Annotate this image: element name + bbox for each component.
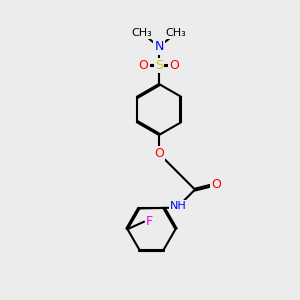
Text: O: O bbox=[212, 178, 221, 191]
Text: S: S bbox=[155, 59, 163, 72]
Text: O: O bbox=[170, 59, 179, 72]
Text: N: N bbox=[154, 40, 164, 53]
Text: F: F bbox=[146, 215, 153, 228]
Text: O: O bbox=[154, 147, 164, 160]
Text: CH₃: CH₃ bbox=[131, 28, 152, 38]
Text: CH₃: CH₃ bbox=[166, 28, 187, 38]
Text: O: O bbox=[139, 59, 148, 72]
Text: NH: NH bbox=[170, 201, 187, 211]
